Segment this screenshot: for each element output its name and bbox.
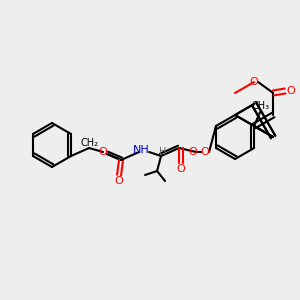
Text: O: O [250,77,259,87]
Text: O: O [99,147,107,157]
Text: H: H [159,147,167,157]
Text: O: O [189,147,197,157]
Text: CH₂: CH₂ [80,138,98,148]
Text: NH: NH [133,145,149,155]
Text: O: O [287,86,296,96]
Text: O: O [177,164,185,174]
Text: O: O [115,176,123,186]
Text: O: O [201,147,209,157]
Text: CH₃: CH₃ [251,101,269,111]
